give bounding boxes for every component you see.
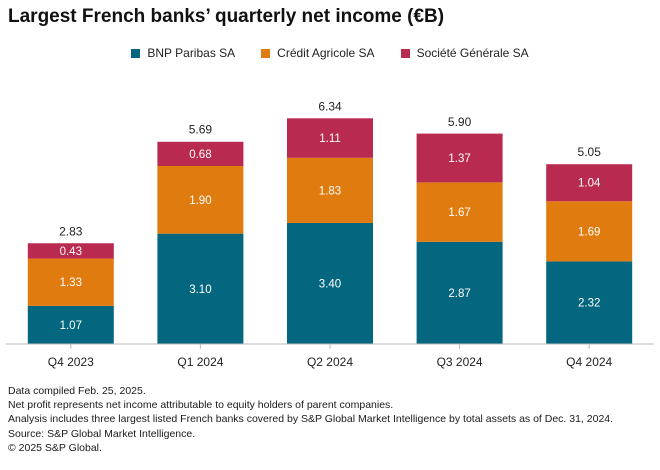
legend-swatch-societe-generale: [400, 48, 410, 58]
x-tick-label-2: Q2 2024: [307, 355, 353, 369]
bar-segment-2-1: [157, 141, 244, 166]
stacked-bar-chart: 1.07 1.33 0.43 2.83 Q4 2023 3.10 1.90 0.68 5.69 Q…: [6, 99, 654, 369]
bar-segment-1-0: [27, 258, 114, 306]
data-label-1-3: 1.67: [448, 207, 470, 219]
legend-swatch-bnp: [131, 48, 141, 58]
legend-item-credit-agricole: Crédit Agricole SA: [261, 46, 375, 60]
total-label-4: 5.05: [578, 145, 602, 159]
bar-segment-0-4: [546, 261, 633, 344]
data-label-0-0: 1.07: [60, 320, 82, 332]
x-tick-label-1: Q1 2024: [177, 355, 223, 369]
data-label-2-1: 0.68: [189, 149, 211, 161]
data-label-1-1: 1.90: [189, 195, 211, 207]
x-tick-label-0: Q4 2023: [48, 355, 94, 369]
bar-segment-2-4: [546, 164, 633, 202]
bar-segment-0-2: [287, 222, 373, 344]
bar-segment-0-1: [157, 233, 244, 344]
data-label-2-0: 0.43: [60, 246, 82, 258]
footnote-definition: Net profit represents net income attribu…: [8, 399, 394, 412]
bar-segment-0-3: [416, 241, 503, 344]
x-tick-label-3: Q3 2024: [437, 355, 483, 369]
chart-legend: BNP Paribas SA Crédit Agricole SA Sociét…: [0, 46, 660, 60]
data-label-2-2: 1.11: [319, 133, 341, 145]
footnotes: Data compiled Feb. 25, 2025. Net profit …: [8, 384, 613, 455]
data-label-0-4: 2.32: [578, 298, 600, 310]
data-label-2-4: 1.04: [578, 178, 601, 190]
data-label-0-2: 3.40: [319, 278, 341, 290]
legend-item-bnp: BNP Paribas SA: [131, 46, 235, 60]
data-label-1-0: 1.33: [60, 277, 82, 289]
footnote-copyright: © 2025 S&P Global.: [8, 441, 102, 454]
bar-segment-2-0: [27, 243, 114, 259]
bar-segment-1-3: [416, 182, 503, 242]
total-label-2: 6.34: [318, 99, 342, 113]
legend-item-societe-generale: Société Générale SA: [400, 46, 529, 60]
bar-segment-2-3: [416, 133, 503, 183]
footnote-source: Source: S&P Global Market Intelligence.: [8, 427, 196, 440]
footnote-date: Data compiled Feb. 25, 2025.: [8, 385, 146, 397]
footnote-analysis: Analysis includes three largest listed F…: [8, 413, 614, 426]
data-label-1-4: 1.69: [578, 226, 600, 238]
total-label-3: 5.90: [448, 115, 472, 129]
bar-segment-1-4: [546, 201, 633, 262]
total-label-1: 5.69: [189, 122, 213, 136]
chart-title: Largest French banks’ quarterly net inco…: [8, 6, 445, 27]
legend-label-credit-agricole: Crédit Agricole SA: [277, 46, 375, 60]
data-label-2-3: 1.37: [448, 153, 470, 165]
bar-segment-1-1: [157, 166, 244, 234]
data-label-0-3: 2.87: [448, 288, 470, 300]
total-label-0: 2.83: [59, 224, 83, 238]
x-tick-label-4: Q4 2024: [566, 355, 612, 369]
legend-label-bnp: BNP Paribas SA: [147, 46, 236, 60]
data-label-0-1: 3.10: [189, 284, 211, 296]
legend-swatch-credit-agricole: [261, 48, 271, 58]
bar-segment-0-0: [27, 305, 114, 344]
legend-label-societe-generale: Société Générale SA: [416, 46, 529, 60]
data-label-1-2: 1.83: [319, 185, 341, 197]
bar-segment-1-2: [287, 157, 373, 223]
bar-segment-2-2: [287, 118, 373, 158]
